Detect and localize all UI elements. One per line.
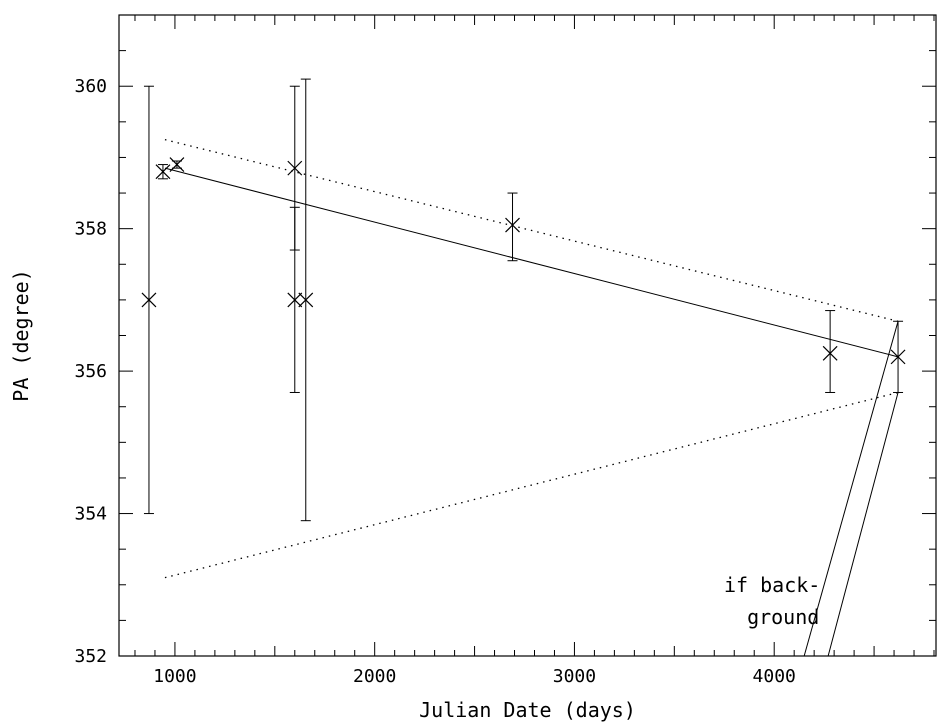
point-marker xyxy=(287,160,303,176)
data-point xyxy=(287,206,303,393)
point-marker xyxy=(155,164,171,180)
y-axis-title: PA (degree) xyxy=(9,269,33,401)
data-point xyxy=(505,192,520,262)
x-tick-label: 3000 xyxy=(553,666,596,687)
annotation-line-2: ground xyxy=(747,605,819,629)
point-marker xyxy=(822,345,838,361)
fit-bound-line xyxy=(164,391,899,579)
y-tick-label: 358 xyxy=(74,219,107,240)
axis-ticks xyxy=(119,14,936,657)
point-marker xyxy=(141,292,157,308)
data-point xyxy=(822,310,838,393)
data-point xyxy=(155,164,171,180)
x-tick-label: 2000 xyxy=(353,666,396,687)
data-point xyxy=(298,78,314,522)
y-tick-label: 360 xyxy=(74,76,107,97)
x-tick-label: 1000 xyxy=(153,666,196,687)
background-track-line xyxy=(803,321,899,657)
y-tick-label: 354 xyxy=(74,504,107,525)
background-track-line xyxy=(827,392,899,657)
background-annotation: if back- ground xyxy=(724,573,832,629)
fit-bound-line xyxy=(164,139,899,322)
point-marker xyxy=(298,292,314,308)
y-tick-label: 352 xyxy=(74,646,107,667)
fit-lines xyxy=(164,139,899,657)
tick-labels: 1000 2000 3000 4000 352 354 356 358 360 xyxy=(74,76,795,687)
point-marker xyxy=(287,292,303,308)
annotation-line-1: if back- xyxy=(724,573,820,597)
data-point xyxy=(890,320,906,393)
data-points xyxy=(141,78,906,522)
data-point xyxy=(141,85,157,515)
point-marker xyxy=(890,349,906,365)
data-point xyxy=(169,157,185,172)
fit-line xyxy=(164,167,899,358)
y-tick-label: 356 xyxy=(74,361,107,382)
x-axis-title: Julian Date (days) xyxy=(419,698,636,722)
point-marker xyxy=(505,217,520,233)
point-marker xyxy=(169,157,185,172)
x-tick-label: 4000 xyxy=(753,666,796,687)
